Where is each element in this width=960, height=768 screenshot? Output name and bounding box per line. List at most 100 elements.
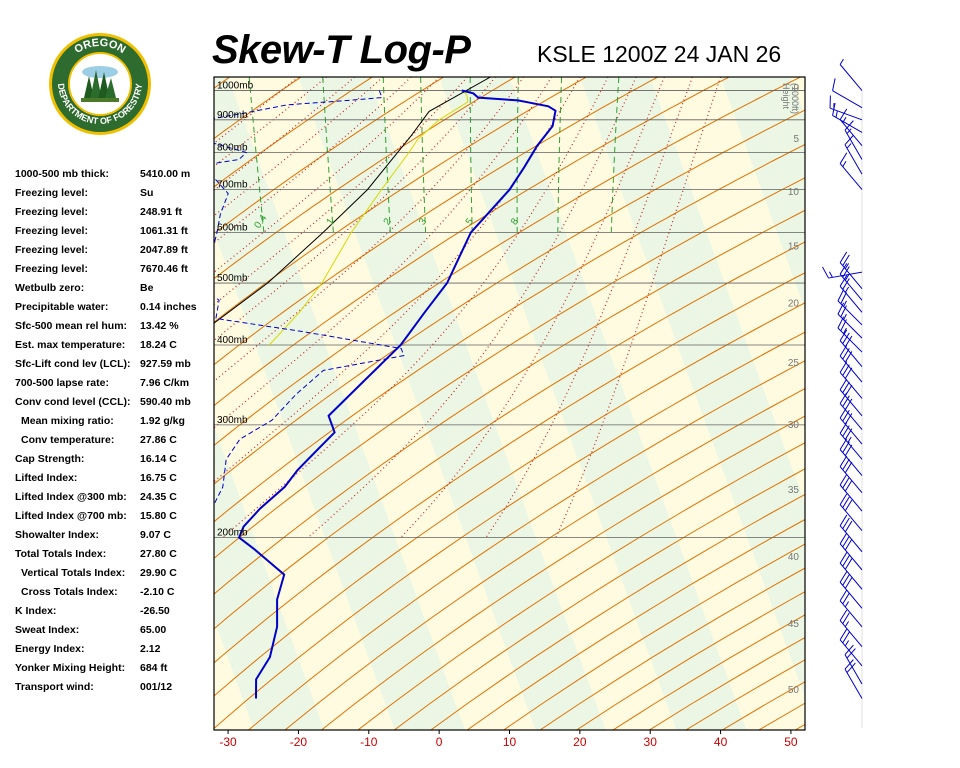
dry-adiabat bbox=[284, 388, 805, 730]
stat-value: 27.86 C bbox=[140, 434, 177, 446]
stat-row: 1000-500 mb thick: 5410.00 m bbox=[15, 168, 215, 187]
wind-barb-staff bbox=[839, 562, 863, 590]
stat-row: Mean mixing ratio: 1.92 g/kg bbox=[15, 415, 215, 434]
wind-barb-staff bbox=[844, 654, 863, 685]
isotherm-band bbox=[579, 77, 805, 698]
stat-label: Freezing level: bbox=[15, 187, 88, 199]
wind-barb-staff bbox=[837, 300, 863, 326]
pressure-label: 300mb bbox=[217, 415, 248, 426]
stat-label: 1000-500 mb thick: bbox=[15, 168, 109, 180]
wind-barb-staff bbox=[828, 271, 863, 279]
isotherm-band bbox=[214, 77, 466, 730]
mixing-ratio-label: 8 bbox=[509, 216, 521, 227]
pressure-label: 400mb bbox=[217, 335, 248, 346]
height-tick-label: 10 bbox=[788, 187, 800, 198]
wind-barb-flag bbox=[842, 555, 850, 567]
stat-label: Freezing level: bbox=[15, 263, 88, 275]
wind-barb-staff bbox=[839, 389, 863, 417]
stat-row: Cross Totals Index: -2.10 C bbox=[15, 586, 215, 605]
dewpoint-line bbox=[214, 90, 405, 506]
stat-row: Sweat Index: 65.00 bbox=[15, 624, 215, 643]
stat-value: 0.14 inches bbox=[140, 301, 197, 313]
wind-barb-half-flag bbox=[839, 58, 844, 65]
wind-barb-half-flag bbox=[844, 286, 850, 293]
isotherm-band bbox=[0, 77, 43, 730]
stat-label: Est. max temperature: bbox=[15, 339, 126, 351]
stat-row: Energy Index: 2.12 bbox=[15, 643, 215, 662]
oregon-forestry-logo: OREGON DEPARTMENT OF FORESTRY bbox=[49, 33, 151, 135]
wind-barb-flag bbox=[844, 480, 853, 492]
stat-label: Freezing level: bbox=[15, 244, 88, 256]
wind-barb-flag bbox=[839, 455, 848, 467]
pressure-label: 200mb bbox=[217, 528, 248, 539]
wind-barb-flag bbox=[842, 631, 850, 644]
wind-barb-staff bbox=[839, 525, 863, 553]
height-tick-label: 0 bbox=[793, 83, 799, 94]
height-tick-label: 25 bbox=[788, 358, 800, 369]
stat-row: Total Totals Index: 27.80 C bbox=[15, 548, 215, 567]
dry-adiabat bbox=[214, 177, 805, 560]
wind-barb-flag bbox=[839, 152, 848, 164]
stat-value: 29.90 C bbox=[140, 567, 177, 579]
mixing-ratio-label: 1 bbox=[325, 216, 337, 227]
stat-row: Transport wind: 001/12 bbox=[15, 681, 215, 700]
x-tick-label: 30 bbox=[644, 735, 658, 749]
wind-barb-flag bbox=[844, 444, 853, 456]
wind-barb-flag bbox=[846, 648, 856, 659]
wind-barb-half-flag bbox=[844, 640, 850, 647]
wind-barb-staff bbox=[844, 129, 863, 160]
stat-label: Wetbulb zero: bbox=[15, 282, 85, 294]
plot-area bbox=[0, 77, 805, 730]
pressure-label: 800mb bbox=[217, 143, 248, 154]
x-tick-label: 50 bbox=[784, 735, 798, 749]
mixing-ratio-line bbox=[248, 77, 265, 233]
dry-adiabat bbox=[214, 241, 805, 630]
wind-barb-flag bbox=[832, 102, 836, 116]
dry-adiabat bbox=[248, 360, 805, 730]
isotherm-band bbox=[298, 77, 606, 730]
stat-label: Energy Index: bbox=[15, 643, 85, 655]
dry-adiabat bbox=[0, 77, 158, 730]
wind-barb-staff bbox=[844, 668, 863, 699]
dry-adiabat bbox=[214, 77, 302, 140]
wind-barb-half-flag bbox=[844, 601, 850, 608]
wind-barb-flag bbox=[842, 612, 850, 624]
wind-barb-flag bbox=[839, 392, 848, 404]
wind-barb-staff bbox=[839, 372, 863, 399]
stat-label: 700-500 lapse rate: bbox=[15, 377, 109, 389]
stat-value: 24.35 C bbox=[140, 491, 177, 503]
wind-barb-flag bbox=[842, 410, 850, 422]
wind-barb-flag bbox=[839, 406, 848, 419]
dry-adiabat bbox=[214, 272, 805, 664]
station-time-label: KSLE 1200Z 24 JAN 26 bbox=[537, 41, 782, 67]
wind-barb-flag bbox=[839, 251, 848, 263]
wind-barb-staff bbox=[832, 115, 863, 133]
pressure-label: 500mb bbox=[217, 273, 248, 284]
stat-row: K Index: -26.50 bbox=[15, 605, 215, 624]
stat-label: Freezing level: bbox=[15, 225, 88, 237]
moist-adiabat bbox=[214, 77, 468, 306]
dry-adiabat bbox=[214, 77, 373, 188]
mixing-ratio-line bbox=[557, 77, 563, 233]
wind-barb-flag bbox=[842, 517, 850, 530]
wind-barb-half-flag bbox=[847, 436, 852, 443]
wind-barb-staff bbox=[839, 262, 863, 289]
wind-barb-flag bbox=[837, 316, 845, 329]
stat-row: Sfc-500 mean rel hum: 13.42 % bbox=[15, 320, 215, 339]
wind-barb-half-flag bbox=[829, 271, 833, 278]
wind-barb-half-flag bbox=[842, 117, 847, 123]
stat-label: Transport wind: bbox=[15, 681, 94, 693]
wind-barb-half-flag bbox=[835, 111, 838, 118]
mixing-ratio-label: 3 bbox=[417, 216, 429, 227]
height-tick-label: 30 bbox=[788, 420, 800, 431]
x-tick-label: -20 bbox=[290, 735, 308, 749]
stat-row: Freezing level: 2047.89 ft bbox=[15, 244, 215, 263]
stat-row: Wetbulb zero: Be bbox=[15, 282, 215, 301]
mixing-ratio-line bbox=[420, 77, 427, 233]
wind-barb-half-flag bbox=[843, 300, 847, 307]
moist-adiabat bbox=[214, 77, 581, 483]
wind-barb-flag bbox=[839, 378, 848, 391]
wind-barb-flag bbox=[842, 266, 850, 278]
stat-value: 2.12 bbox=[140, 643, 161, 655]
parcel-line bbox=[214, 77, 491, 324]
